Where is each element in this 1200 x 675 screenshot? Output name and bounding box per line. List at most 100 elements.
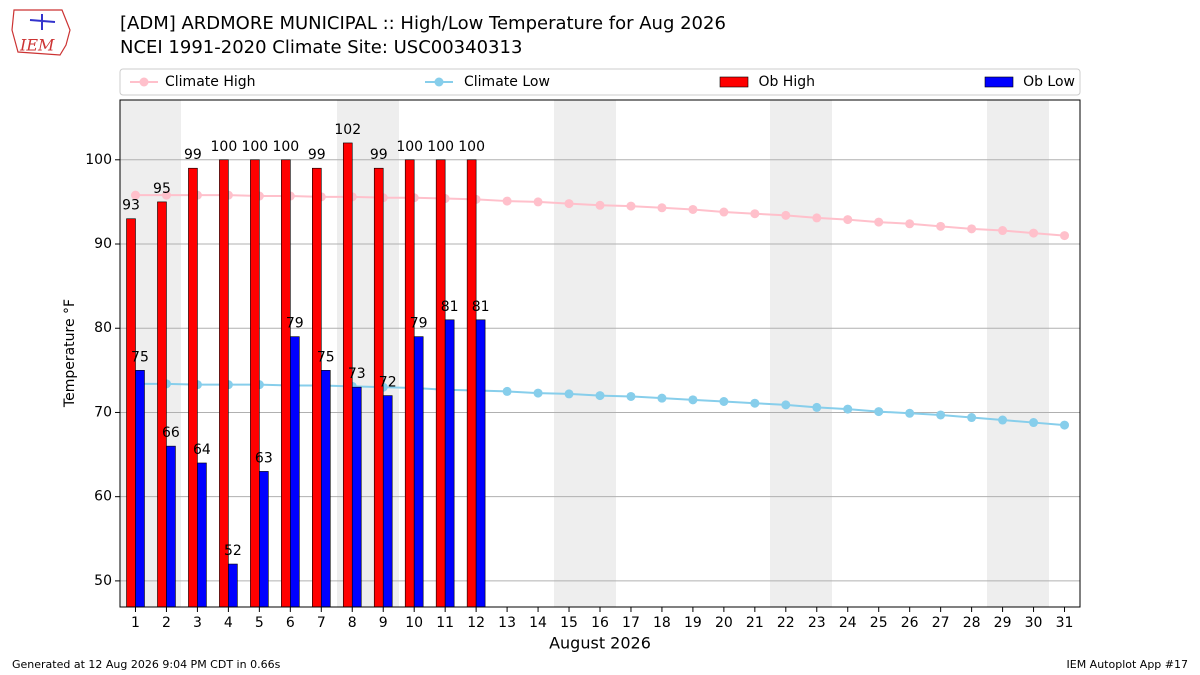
line-marker [130, 190, 140, 200]
x-tick-label: 5 [255, 615, 264, 631]
line-marker [1060, 420, 1070, 430]
x-tick-label: 12 [467, 615, 485, 631]
x-tick-label: 13 [498, 615, 516, 631]
data-label: 102 [334, 122, 361, 138]
data-label: 52 [224, 543, 242, 559]
line-marker [812, 213, 822, 223]
y-tick-label: 100 [85, 152, 112, 168]
data-label: 72 [379, 375, 397, 391]
x-tick-label: 21 [746, 615, 764, 631]
footer-right: IEM Autoplot App #17 [1067, 658, 1189, 671]
line-marker [905, 408, 915, 418]
bar [188, 167, 198, 608]
line-marker [905, 219, 915, 229]
data-label: 100 [241, 139, 268, 155]
data-label: 75 [317, 349, 335, 365]
data-label: 75 [131, 349, 149, 365]
x-tick-label: 10 [405, 615, 423, 631]
legend-label: Ob Low [1023, 74, 1075, 90]
x-tick-label: 22 [777, 615, 795, 631]
bar [320, 370, 331, 608]
bar [259, 471, 269, 608]
x-tick-label: 27 [932, 615, 950, 631]
data-label: 64 [193, 442, 211, 458]
bar [228, 563, 238, 608]
x-tick-label: 18 [653, 615, 671, 631]
weekend-shading [120, 100, 1049, 607]
line-marker [874, 407, 884, 417]
x-tick-label: 4 [224, 615, 233, 631]
x-tick-label: 25 [870, 615, 888, 631]
x-tick-label: 26 [901, 615, 919, 631]
line-marker [843, 215, 853, 225]
x-tick-label: 11 [436, 615, 454, 631]
line-marker [967, 224, 977, 234]
bar [219, 159, 229, 608]
x-tick-label: 8 [348, 615, 357, 631]
line-marker [936, 221, 946, 231]
x-tick-label: 29 [994, 615, 1012, 631]
data-label: 100 [211, 139, 238, 155]
line-marker [626, 391, 636, 401]
data-label: 93 [122, 198, 140, 214]
data-label: 100 [396, 139, 423, 155]
x-tick-label: 28 [963, 615, 981, 631]
x-tick-label: 7 [317, 615, 326, 631]
line-marker [843, 404, 853, 414]
data-label: 99 [184, 147, 202, 163]
x-tick-label: 6 [286, 615, 295, 631]
x-tick-label: 23 [808, 615, 826, 631]
x-tick-label: 24 [839, 615, 857, 631]
line-marker [1060, 231, 1070, 241]
bar [166, 445, 176, 608]
bar [444, 319, 455, 608]
line-marker [750, 209, 760, 219]
line-marker [967, 413, 977, 423]
legend-label: Climate Low [464, 74, 550, 90]
bar [250, 159, 260, 608]
line-marker [502, 196, 512, 206]
bar [475, 319, 486, 608]
x-tick-label: 9 [379, 615, 388, 631]
line-marker [688, 395, 698, 405]
line-marker [595, 391, 605, 401]
bar [435, 159, 446, 608]
x-tick-label: 20 [715, 615, 733, 631]
data-label: 99 [370, 147, 388, 163]
bar [404, 159, 415, 608]
x-tick-label: 19 [684, 615, 702, 631]
line-marker [750, 398, 760, 408]
chart-subtitle: NCEI 1991-2020 Climate Site: USC00340313 [120, 37, 522, 58]
line-marker [161, 190, 171, 200]
x-tick-label: 1 [131, 615, 140, 631]
logo-text: IEM [19, 36, 55, 55]
line-marker [626, 201, 636, 211]
legend-marker [434, 77, 444, 87]
x-tick-label: 3 [193, 615, 202, 631]
x-axis-label: August 2026 [549, 634, 651, 653]
legend-label: Climate High [165, 74, 256, 90]
line-marker [688, 204, 698, 214]
x-tick-label: 31 [1056, 615, 1074, 631]
legend-marker [139, 77, 149, 87]
legend-label: Ob High [758, 74, 815, 90]
legend-box [119, 68, 1081, 96]
bar [126, 218, 136, 608]
data-label: 100 [272, 139, 299, 155]
bar [290, 336, 300, 608]
bar [466, 159, 477, 608]
data-label: 81 [441, 299, 459, 315]
bar [135, 370, 145, 608]
data-label: 66 [162, 425, 180, 441]
x-tick-label: 14 [529, 615, 547, 631]
line-marker [564, 199, 574, 209]
line-marker [936, 410, 946, 420]
logo: IEM [11, 9, 71, 56]
line-marker [812, 402, 822, 412]
y-tick-label: 70 [94, 404, 112, 420]
legend-swatch [719, 76, 749, 88]
bar [413, 336, 424, 608]
bar [197, 462, 207, 608]
line-marker [533, 388, 543, 398]
